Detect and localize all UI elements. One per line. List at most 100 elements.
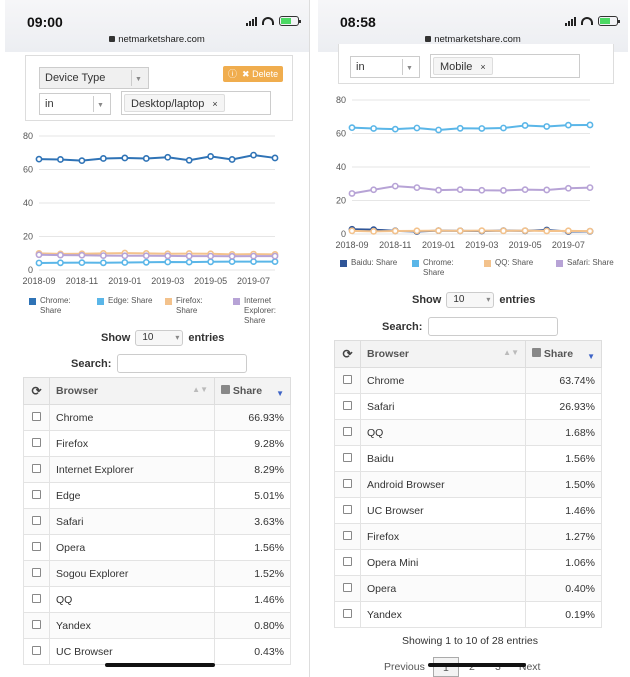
remove-tag-icon[interactable]: ×	[480, 62, 486, 72]
table-row[interactable]: Yandex 0.19%	[334, 601, 602, 628]
data-point[interactable]	[500, 124, 507, 132]
data-point[interactable]	[478, 186, 486, 194]
column-checkbox[interactable]	[221, 384, 230, 394]
row-checkbox[interactable]	[32, 645, 41, 655]
data-point[interactable]	[478, 125, 486, 132]
data-point[interactable]	[586, 121, 594, 129]
data-point[interactable]	[500, 187, 507, 194]
row-checkbox[interactable]	[343, 426, 352, 436]
home-indicator[interactable]	[428, 663, 526, 667]
data-point[interactable]	[348, 190, 356, 197]
data-point[interactable]	[185, 156, 193, 164]
data-point[interactable]	[78, 259, 86, 267]
page-button[interactable]: 1	[432, 657, 459, 677]
operator-dropdown[interactable]: in ▼	[39, 93, 111, 115]
data-point[interactable]	[521, 186, 529, 194]
data-point[interactable]	[521, 122, 529, 129]
table-row[interactable]: Safari 26.93%	[334, 393, 602, 420]
table-row[interactable]: Edge 5.01%	[23, 482, 291, 509]
data-point[interactable]	[35, 251, 43, 259]
search-input[interactable]	[428, 317, 559, 336]
data-point[interactable]	[250, 252, 257, 260]
row-checkbox[interactable]	[343, 374, 352, 384]
data-point[interactable]	[57, 156, 64, 163]
table-row[interactable]: QQ 1.68%	[334, 419, 602, 446]
data-point[interactable]	[456, 227, 464, 235]
table-row[interactable]: UC Browser 1.46%	[334, 497, 602, 524]
data-point[interactable]	[413, 227, 421, 235]
data-point[interactable]	[271, 258, 279, 266]
legend-item[interactable]: Chrome: Share	[412, 258, 472, 278]
field-dropdown[interactable]: Device Type ▼	[39, 67, 149, 89]
data-point[interactable]	[78, 251, 86, 259]
data-point[interactable]	[35, 155, 43, 163]
row-checkbox[interactable]	[343, 400, 352, 410]
home-indicator[interactable]	[105, 663, 215, 667]
table-row[interactable]: Firefox 9.28%	[23, 430, 291, 457]
data-point[interactable]	[228, 156, 236, 163]
data-point[interactable]	[185, 258, 193, 266]
data-point[interactable]	[543, 227, 551, 235]
data-point[interactable]	[435, 126, 442, 134]
data-point[interactable]	[564, 121, 572, 129]
data-point[interactable]	[370, 227, 378, 235]
data-point[interactable]	[271, 252, 279, 260]
legend-item[interactable]: Safari: Share	[556, 258, 616, 278]
data-point[interactable]	[164, 252, 172, 260]
data-point[interactable]	[142, 252, 150, 260]
legend-item[interactable]: Edge: Share	[97, 296, 155, 326]
page-size-select[interactable]: 10	[446, 292, 495, 308]
row-checkbox[interactable]	[32, 411, 41, 421]
data-point[interactable]	[57, 259, 64, 267]
legend-item[interactable]: Firefox: Share	[165, 296, 223, 326]
data-point[interactable]	[250, 258, 257, 266]
data-point[interactable]	[370, 125, 378, 132]
data-point[interactable]	[271, 154, 279, 162]
table-row[interactable]: QQ 1.46%	[23, 586, 291, 613]
operator-dropdown[interactable]: in ▼	[350, 56, 420, 78]
data-point[interactable]	[35, 259, 43, 267]
data-point[interactable]	[435, 186, 442, 194]
browser-column-header[interactable]: Browser ▲▼	[49, 377, 215, 405]
table-row[interactable]: Internet Explorer 8.29%	[23, 456, 291, 483]
row-checkbox[interactable]	[32, 489, 41, 499]
data-point[interactable]	[586, 227, 594, 235]
data-point[interactable]	[391, 125, 399, 133]
data-point[interactable]	[413, 124, 421, 132]
refresh-icon[interactable]: ⟳	[23, 377, 50, 405]
search-input[interactable]	[117, 354, 248, 373]
data-point[interactable]	[250, 151, 257, 159]
data-point[interactable]	[121, 259, 129, 266]
data-point[interactable]	[57, 251, 64, 259]
data-point[interactable]	[164, 153, 172, 161]
data-point[interactable]	[586, 184, 594, 192]
share-column-header[interactable]: Share ▼	[214, 377, 291, 405]
table-row[interactable]: Opera Mini 1.06%	[334, 549, 602, 576]
legend-item[interactable]: Chrome: Share	[29, 296, 87, 326]
table-row[interactable]: Chrome 63.74%	[334, 367, 602, 394]
column-checkbox[interactable]	[532, 347, 541, 357]
share-column-header[interactable]: Share ▼	[525, 340, 602, 368]
table-row[interactable]: Yandex 0.80%	[23, 612, 291, 639]
page-size-select[interactable]: 10	[135, 330, 184, 346]
row-checkbox[interactable]	[343, 478, 352, 488]
data-point[interactable]	[564, 227, 572, 235]
table-row[interactable]: Opera 0.40%	[334, 575, 602, 602]
row-checkbox[interactable]	[343, 530, 352, 540]
table-row[interactable]: Opera 1.56%	[23, 534, 291, 561]
row-checkbox[interactable]	[343, 452, 352, 462]
row-checkbox[interactable]	[343, 582, 352, 592]
data-point[interactable]	[500, 227, 507, 235]
data-point[interactable]	[185, 252, 193, 260]
data-point[interactable]	[564, 184, 572, 192]
legend-item[interactable]: Baidu: Share	[340, 258, 400, 278]
row-checkbox[interactable]	[343, 504, 352, 514]
data-point[interactable]	[78, 157, 86, 165]
data-point[interactable]	[478, 227, 486, 235]
remove-tag-icon[interactable]: ×	[212, 99, 218, 109]
table-row[interactable]: Safari 3.63%	[23, 508, 291, 535]
data-point[interactable]	[164, 258, 172, 266]
table-row[interactable]: UC Browser 0.43%	[23, 638, 291, 665]
data-point[interactable]	[99, 155, 107, 162]
data-point[interactable]	[228, 258, 236, 266]
